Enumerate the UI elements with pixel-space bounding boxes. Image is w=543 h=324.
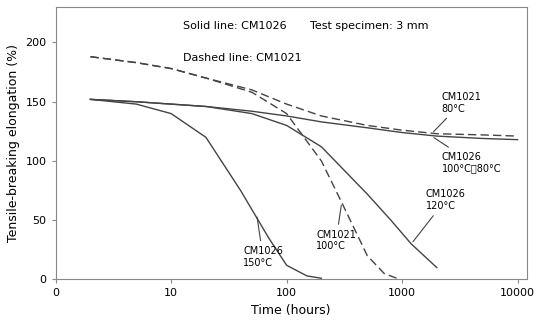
Text: CM1021
80°C: CM1021 80°C [433, 92, 482, 132]
Text: CM1026
100°C，80°C: CM1026 100°C，80°C [434, 138, 501, 173]
X-axis label: Time (hours): Time (hours) [251, 304, 331, 317]
Text: CM1021
100°C: CM1021 100°C [316, 205, 356, 251]
Text: CM1026
120°C: CM1026 120°C [413, 189, 465, 242]
Text: Solid line: CM1026: Solid line: CM1026 [183, 20, 287, 30]
Text: Dashed line: CM1021: Dashed line: CM1021 [183, 53, 301, 63]
Text: CM1026
150°C: CM1026 150°C [243, 217, 283, 268]
Text: Test specimen: 3 mm: Test specimen: 3 mm [310, 20, 428, 30]
Y-axis label: Tensile-breaking elongation (%): Tensile-breaking elongation (%) [7, 44, 20, 242]
